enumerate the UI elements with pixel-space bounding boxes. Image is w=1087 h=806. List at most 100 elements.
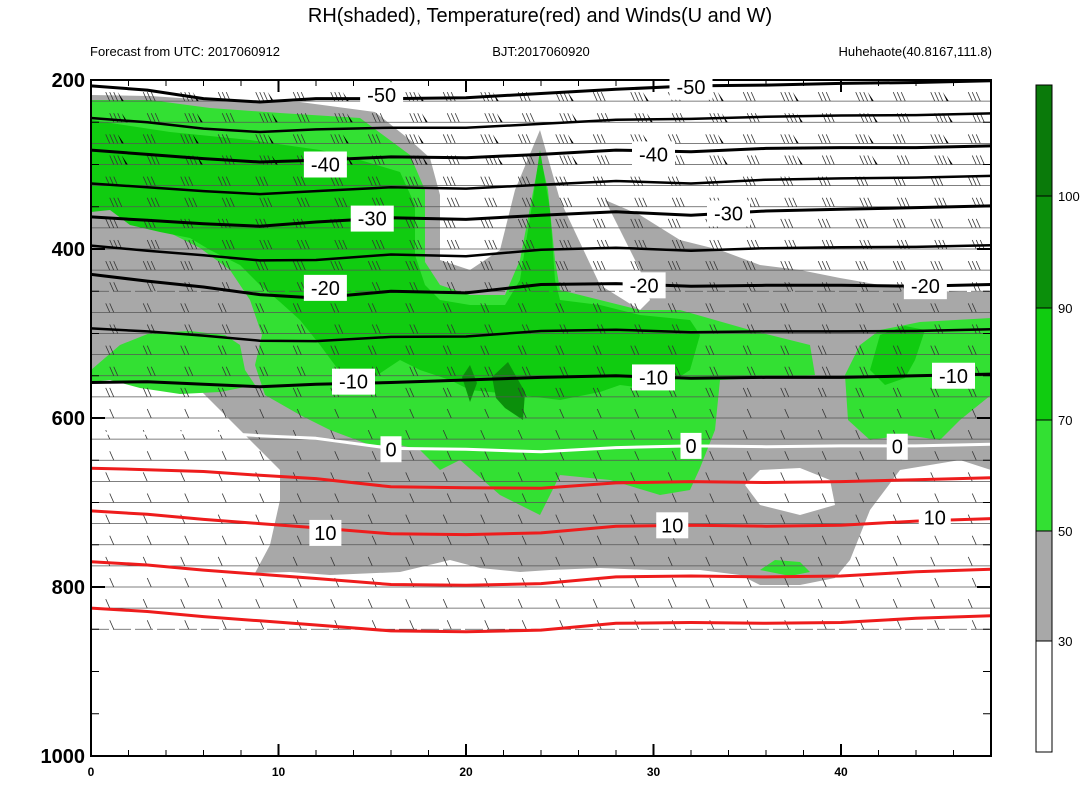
wind-barb — [630, 303, 636, 313]
wind-barb — [630, 429, 636, 440]
wind-barb — [267, 197, 273, 207]
wind-barb — [521, 366, 527, 376]
colorbar-tick-50: 50 — [1058, 524, 1072, 539]
wind-barb — [296, 366, 302, 376]
wind-barb — [405, 218, 411, 229]
wind-pennant — [717, 92, 724, 102]
wind-barb — [754, 155, 760, 165]
wind-barb — [300, 176, 306, 186]
x-tick-label: 20 — [459, 765, 473, 779]
wind-barb — [709, 134, 715, 144]
wind-pennant — [792, 134, 799, 144]
wind-barb — [930, 598, 936, 609]
wind-barb — [255, 260, 261, 271]
wind-barb — [184, 134, 190, 144]
wind-barb — [821, 366, 827, 376]
wind-barb — [334, 113, 340, 123]
wind-barb — [821, 134, 827, 144]
wind-barb — [300, 113, 306, 123]
contour-label-box — [707, 200, 750, 227]
wind-pennant — [567, 92, 574, 102]
wind-barb — [592, 598, 598, 609]
wind-barb — [484, 493, 490, 503]
wind-barb — [450, 113, 456, 123]
wind-pennant — [871, 155, 878, 165]
wind-barb — [600, 134, 606, 144]
wind-barb — [409, 408, 415, 419]
wind-barb — [896, 493, 902, 503]
wind-barb — [817, 472, 823, 482]
wind-barb — [517, 598, 523, 609]
wind-barb — [300, 324, 306, 334]
wind-pennant — [867, 134, 874, 144]
wind-barb — [675, 197, 681, 207]
wind-barb — [967, 176, 973, 186]
wind-barb — [342, 239, 348, 250]
wind-barb — [413, 176, 419, 186]
wind-barb — [146, 345, 152, 355]
x-axis: 0 10 20 30 40 — [88, 80, 954, 779]
wind-barb — [330, 176, 336, 186]
wind-barb — [480, 387, 486, 398]
wind-barb — [971, 218, 977, 229]
wind-barb — [105, 134, 111, 144]
contour-labels: -50 -50 -40 -40 -30 -30 -20 -20 -20 -10 -10 -10 0 0 0 1… — [303, 73, 975, 546]
wind-barb — [855, 387, 861, 398]
wind-barb — [559, 113, 565, 123]
wind-barb — [446, 408, 452, 419]
wind-barb — [480, 556, 486, 567]
wind-barb — [409, 303, 415, 313]
wind-barb — [488, 260, 494, 271]
wind-barb — [442, 176, 448, 186]
wind-barb — [371, 197, 377, 207]
wind-barb — [417, 239, 423, 250]
wind-barb — [450, 239, 456, 250]
wind-barb — [555, 218, 561, 229]
wind-barb — [746, 577, 752, 588]
wind-barb — [709, 451, 715, 461]
wind-barb — [492, 113, 498, 123]
wind-barb — [146, 535, 152, 545]
wind-barb — [217, 260, 223, 271]
wind-barb — [596, 387, 602, 398]
wind-barb — [150, 155, 156, 165]
wind-barb — [375, 260, 381, 271]
wind-barb — [217, 598, 223, 609]
wind-barb — [334, 260, 340, 271]
wind-barb — [142, 345, 148, 355]
wind-barb — [567, 113, 573, 123]
wind-barb — [446, 620, 452, 630]
wind-pennant — [642, 92, 649, 102]
wind-pennant — [121, 155, 128, 165]
contour-label: -10 — [339, 372, 368, 394]
wind-barb — [521, 134, 527, 144]
wind-barb — [563, 197, 569, 207]
wind-barb — [821, 408, 827, 419]
wind-barb — [634, 218, 640, 229]
wind-barb — [142, 134, 148, 144]
wind-barb — [146, 197, 152, 207]
wind-barb — [934, 197, 940, 207]
wind-barb — [630, 556, 636, 567]
wind-barb — [709, 408, 715, 419]
wind-barb — [405, 429, 411, 440]
wind-barb — [705, 260, 711, 271]
wind-barb — [484, 239, 490, 250]
wind-barb — [675, 218, 681, 229]
contour-label: 0 — [892, 437, 903, 459]
wind-barb — [971, 155, 977, 165]
wind-barb — [709, 176, 715, 186]
wind-barb — [484, 113, 490, 123]
wind-barb — [563, 218, 569, 229]
wind-barb — [592, 134, 598, 144]
wind-pennant — [267, 92, 274, 102]
wind-barb — [900, 91, 906, 102]
wind-barb — [567, 239, 573, 250]
wind-barb — [142, 176, 148, 186]
wind-barb — [788, 260, 794, 271]
wind-barb — [150, 134, 156, 144]
wind-barb — [292, 345, 298, 355]
wind-barb — [259, 134, 265, 144]
forecast-time: Forecast from UTC: 2017060912 — [90, 44, 280, 59]
wind-barb — [371, 408, 377, 419]
